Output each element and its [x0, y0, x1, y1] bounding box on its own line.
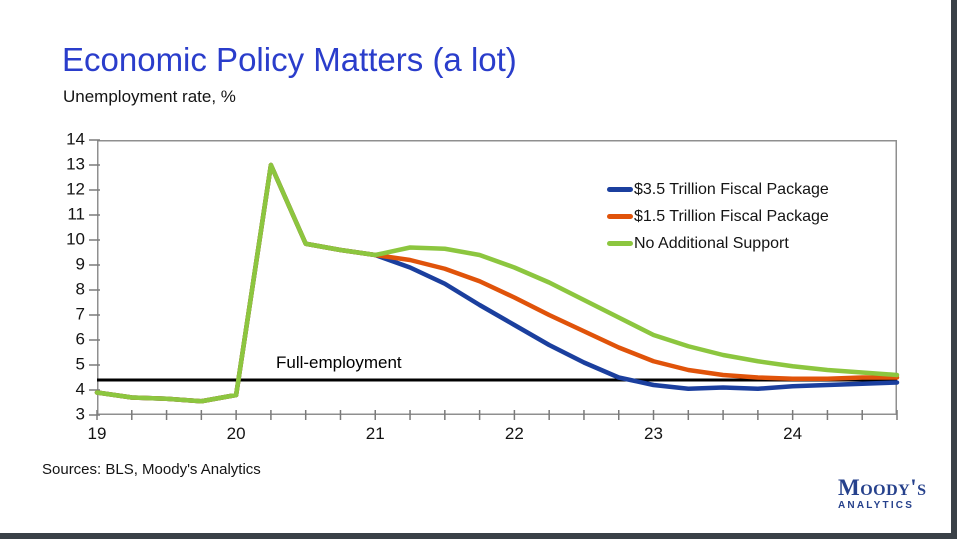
chart-plot-area: Full-employment $3.5 Trillion Fiscal Pac… — [66, 130, 900, 443]
y-tick-label: 10 — [66, 229, 85, 249]
legend-label: $1.5 Trillion Fiscal Package — [634, 207, 829, 225]
y-tick-label: 4 — [75, 379, 85, 399]
y-tick-label: 13 — [66, 154, 85, 174]
chart-svg — [89, 139, 900, 420]
legend-line-swatch-icon — [607, 187, 633, 192]
y-tick-label: 14 — [66, 129, 85, 149]
x-tick-label: 21 — [365, 424, 385, 443]
slide-edge-bottom — [0, 533, 957, 539]
legend-item: $3.5 Trillion Fiscal Package — [607, 176, 829, 203]
plot-frame — [97, 140, 897, 415]
logo-subtext: ANALYTICS — [838, 500, 915, 511]
y-tick-label: 7 — [75, 304, 85, 324]
x-tick-label: 22 — [504, 424, 524, 443]
series-line — [94, 162, 900, 404]
x-tick-label: 24 — [783, 424, 803, 443]
x-tick-label: 23 — [644, 424, 663, 443]
chart-legend: $3.5 Trillion Fiscal Package $1.5 Trillio… — [607, 176, 829, 257]
legend-label: $3.5 Trillion Fiscal Package — [634, 180, 829, 198]
y-tick-label: 5 — [75, 354, 85, 374]
moodys-logo: Moody's ANALYTICS — [838, 475, 927, 512]
x-tick-label: 20 — [226, 424, 246, 443]
y-tick-label: 3 — [75, 404, 85, 424]
y-tick-label: 11 — [67, 204, 85, 224]
legend-line-swatch-icon — [607, 241, 633, 246]
legend-item: $1.5 Trillion Fiscal Package — [607, 203, 829, 230]
x-tick-label: 19 — [87, 424, 107, 443]
chart-subtitle: Unemployment rate, % — [63, 87, 236, 106]
slide-edge-right — [951, 0, 957, 539]
legend-line-swatch-icon — [607, 214, 633, 219]
logo-brand-text: Moody's — [838, 475, 927, 500]
y-tick-label: 12 — [66, 179, 85, 199]
y-tick-label: 8 — [75, 279, 85, 299]
page-title: Economic Policy Matters (a lot) — [62, 41, 517, 78]
legend-label: No Additional Support — [634, 234, 789, 252]
legend-item: No Additional Support — [607, 230, 829, 257]
y-tick-label: 6 — [75, 329, 85, 349]
reference-line-label: Full-employment — [276, 353, 402, 372]
y-tick-label: 9 — [75, 254, 85, 274]
sources-note: Sources: BLS, Moody's Analytics — [42, 461, 261, 478]
